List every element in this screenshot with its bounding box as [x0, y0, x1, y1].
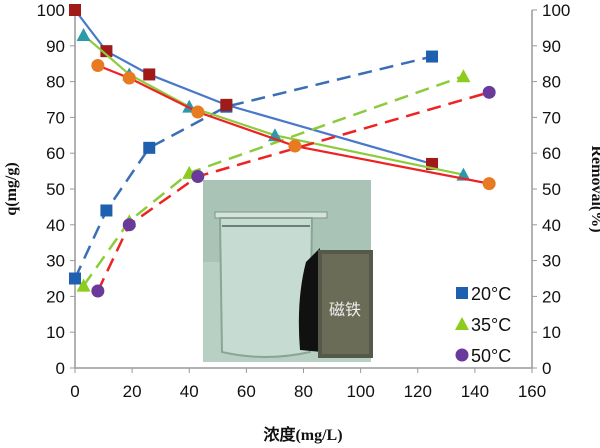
y-right-tick-label: 10 — [542, 323, 561, 342]
data-point-20c-removal — [69, 4, 81, 16]
legend-label: 20°C — [471, 284, 511, 304]
data-point-50c-removal — [288, 139, 302, 153]
data-point-20c-q — [426, 50, 439, 63]
legend-item-20c: 20°C — [456, 284, 511, 304]
data-point-20c-q — [143, 141, 156, 154]
y-left-tick-label: 40 — [46, 216, 65, 235]
y-left-tick-label: 10 — [46, 323, 65, 342]
y-right-tick-label: 90 — [542, 37, 561, 56]
series-50c-removal — [91, 58, 496, 191]
series-20c-removal — [69, 4, 439, 170]
y-right-tick-label: 0 — [542, 359, 551, 378]
data-point-50c-q — [191, 169, 205, 183]
legend-label: 35°C — [471, 315, 511, 335]
series-line-35c-q — [82, 75, 464, 287]
x-tick-label: 40 — [180, 382, 199, 401]
y-left-tick-label: 90 — [46, 37, 65, 56]
y-right-tick-label: 40 — [542, 216, 561, 235]
legend-square-icon — [456, 287, 468, 299]
data-point-20c-removal — [143, 68, 156, 81]
legend-item-35c: 35°C — [455, 315, 511, 335]
x-tick-label: 20 — [123, 382, 142, 401]
legend-item-50c: 50°C — [455, 346, 511, 366]
x-tick-label: 0 — [70, 382, 79, 401]
legend-triangle-icon — [455, 317, 469, 330]
data-point-50c-removal — [482, 177, 496, 191]
y-right-tick-label: 70 — [542, 108, 561, 127]
x-tick-label: 80 — [294, 382, 313, 401]
x-tick-label: 120 — [404, 382, 432, 401]
y-left-tick-label: 20 — [46, 287, 65, 306]
series-line-20c-q — [73, 55, 433, 280]
legend-circle-icon — [455, 348, 469, 362]
x-tick-label: 140 — [461, 382, 489, 401]
data-point-35c-removal — [76, 28, 91, 42]
y-right-tick-label: 30 — [542, 252, 561, 271]
y-right-tick-label: 50 — [542, 180, 561, 199]
data-point-20c-removal — [100, 45, 113, 58]
y-left-tick-label: 50 — [46, 180, 65, 199]
y-axis-right-title: Removal(%) — [588, 145, 600, 232]
data-point-50c-q — [91, 284, 105, 298]
data-point-50c-removal — [191, 105, 205, 119]
data-point-20c-removal — [220, 98, 233, 111]
x-tick-label: 100 — [346, 382, 374, 401]
data-point-35c-q — [456, 69, 471, 83]
x-tick-label: 160 — [518, 382, 546, 401]
y-left-tick-label: 70 — [46, 108, 65, 127]
y-left-tick-label: 0 — [56, 359, 65, 378]
y-left-tick-label: 30 — [46, 252, 65, 271]
x-tick-label: 60 — [237, 382, 256, 401]
y-right-tick-label: 100 — [542, 1, 570, 20]
legend-label: 50°C — [471, 346, 511, 366]
data-point-50c-q — [122, 218, 136, 232]
y-left-tick-label: 100 — [37, 1, 65, 20]
data-point-50c-q — [482, 85, 496, 99]
data-point-20c-q — [69, 272, 81, 285]
y-axis-left-title: q(mg/g) — [3, 162, 20, 215]
data-point-50c-removal — [91, 58, 105, 72]
y-right-tick-label: 80 — [542, 73, 561, 92]
inset-label: 磁铁 — [329, 300, 361, 319]
series-layer — [69, 4, 496, 298]
data-point-20c-q — [100, 204, 113, 217]
series-line-50c-q — [96, 91, 490, 292]
data-point-35c-q — [76, 278, 91, 292]
y-left-tick-label: 60 — [46, 144, 65, 163]
y-left-tick-label: 80 — [46, 73, 65, 92]
x-axis-title: 浓度(mg/L) — [263, 425, 342, 444]
legend: 20°C 35°C 50°C — [455, 284, 511, 366]
series-line-20c-removal — [74, 9, 433, 165]
inset-photo: 磁铁 — [203, 180, 373, 362]
y-right-tick-label: 20 — [542, 287, 561, 306]
y-right-tick-label: 60 — [542, 144, 561, 163]
series-line-35c-removal — [82, 34, 464, 176]
series-50c-q — [91, 85, 496, 298]
data-point-50c-removal — [122, 71, 136, 85]
